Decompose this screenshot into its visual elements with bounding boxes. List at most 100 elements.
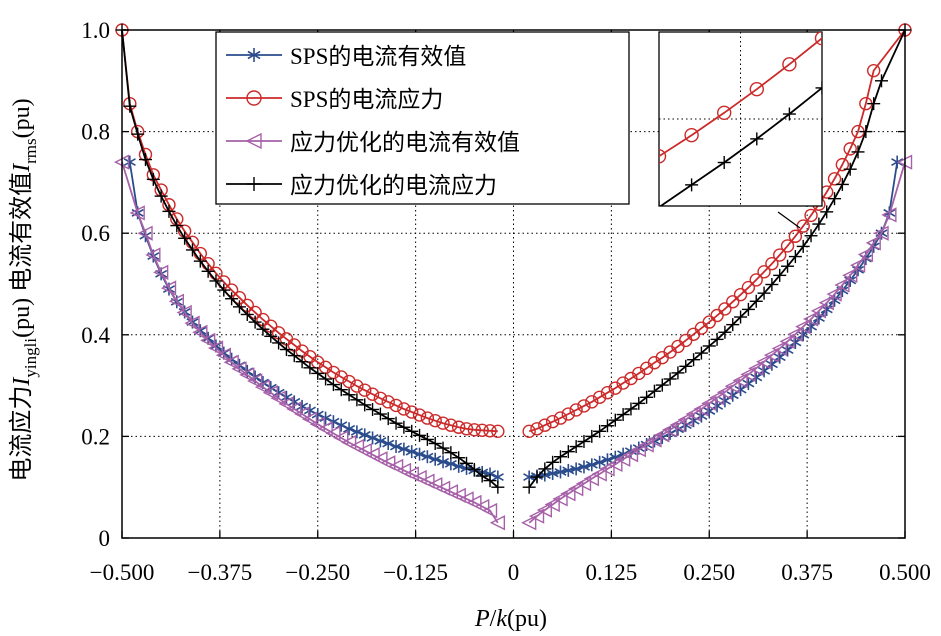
marker-triangle — [176, 304, 192, 321]
marker-triangle — [583, 470, 599, 487]
marker-asterisk — [734, 385, 747, 394]
marker-circle — [459, 422, 474, 436]
marker-asterisk — [562, 466, 575, 475]
marker-triangle — [403, 466, 419, 482]
marker-triangle — [521, 515, 537, 531]
marker-circle — [710, 308, 724, 323]
marker-triangle — [474, 498, 490, 515]
marker-triangle — [364, 447, 380, 463]
marker-triangle — [685, 406, 701, 422]
marker-asterisk — [554, 468, 567, 476]
marker-triangle — [427, 477, 443, 493]
marker-triangle — [380, 455, 396, 471]
marker-circle — [334, 370, 348, 384]
marker-triangle — [834, 277, 850, 293]
marker-circle — [358, 383, 372, 397]
inset-pointer-line — [777, 211, 801, 229]
marker-triangle — [865, 235, 881, 251]
marker-triangle — [795, 319, 811, 335]
marker-circle — [483, 424, 497, 438]
marker-triangle — [247, 373, 263, 389]
marker-triangle — [779, 333, 795, 350]
marker-circle — [350, 379, 364, 393]
marker-triangle — [669, 417, 686, 433]
marker-triangle — [638, 437, 654, 453]
series-line-right — [528, 29, 906, 433]
y-tick-label: 0.2 — [81, 424, 110, 449]
marker-triangle — [615, 451, 631, 467]
x-label-slash: / — [490, 606, 497, 632]
marker-circle — [585, 395, 599, 409]
marker-circle — [749, 81, 764, 97]
x-tick-label: 0 — [508, 560, 520, 585]
marker-asterisk — [311, 410, 324, 419]
marker-asterisk — [483, 470, 497, 478]
marker-triangle — [857, 246, 874, 263]
marker-circle — [741, 280, 756, 295]
marker-triangle — [716, 384, 733, 400]
legend-label: SPS的电流有效值 — [290, 44, 466, 69]
marker-asterisk — [421, 452, 434, 461]
y-tick-label: 0.8 — [81, 120, 110, 145]
marker-triangle — [630, 441, 646, 458]
marker-circle — [373, 391, 388, 405]
marker-triangle — [301, 411, 318, 427]
marker-triangle — [607, 456, 623, 472]
x-tick-label: −0.375 — [188, 560, 253, 585]
marker-triangle — [286, 401, 302, 417]
marker-circle — [246, 90, 262, 106]
legend-label: 应力优化的电流有效值 — [290, 130, 520, 155]
marker-triangle — [341, 434, 357, 451]
marker-triangle — [622, 447, 639, 463]
x-axis-label: P/k(pu) — [474, 606, 547, 632]
marker-asterisk — [585, 460, 598, 469]
marker-triangle — [646, 432, 662, 448]
inset-line — [659, 86, 822, 206]
marker-circle — [436, 416, 450, 430]
marker-triangle — [231, 361, 247, 377]
marker-triangle — [325, 425, 341, 441]
marker-triangle — [262, 385, 278, 401]
marker-circle — [749, 273, 763, 287]
x-tick-label: 0.500 — [879, 560, 931, 585]
marker-triangle — [184, 315, 200, 331]
x-tick-label: 0.125 — [586, 560, 638, 585]
x-tick-labels: −0.500 −0.375 −0.250 −0.125 0 0.125 0.250 0.375… — [90, 560, 931, 585]
marker-circle — [659, 149, 667, 164]
marker-circle — [561, 407, 576, 421]
y-label-suffix: (pu) — [9, 98, 35, 138]
x-label-k: k — [496, 606, 507, 632]
marker-triangle — [787, 326, 803, 342]
marker-triangle — [309, 416, 325, 432]
marker-circle — [702, 315, 716, 329]
marker-asterisk — [413, 450, 426, 459]
marker-triangle — [489, 515, 506, 531]
marker-circle — [412, 408, 427, 422]
legend-label: SPS的电流应力 — [290, 87, 443, 112]
marker-asterisk — [758, 366, 771, 375]
marker-circle — [569, 403, 583, 417]
marker-asterisk — [773, 353, 786, 362]
marker-triangle — [239, 367, 255, 383]
y-tick-label: 0.6 — [81, 221, 110, 246]
y-tick-label: 0 — [99, 526, 111, 551]
marker-asterisk — [750, 373, 763, 382]
marker-triangle — [810, 303, 827, 319]
legend-box — [215, 31, 630, 205]
marker-triangle — [560, 486, 576, 502]
marker-triangle — [458, 491, 474, 507]
marker-triangle — [763, 347, 780, 363]
marker-triangle — [818, 295, 834, 311]
marker-asterisk — [374, 437, 387, 445]
marker-triangle — [826, 286, 842, 302]
marker-triangle — [732, 372, 748, 389]
marker-triangle — [254, 379, 271, 395]
legend-label: 应力优化的电流应力 — [290, 173, 497, 198]
marker-triangle — [450, 487, 466, 503]
marker-asterisk — [687, 416, 700, 425]
marker-triangle — [740, 366, 756, 383]
marker-circle — [522, 424, 536, 439]
marker-asterisk — [405, 447, 418, 456]
marker-triangle — [724, 378, 740, 394]
